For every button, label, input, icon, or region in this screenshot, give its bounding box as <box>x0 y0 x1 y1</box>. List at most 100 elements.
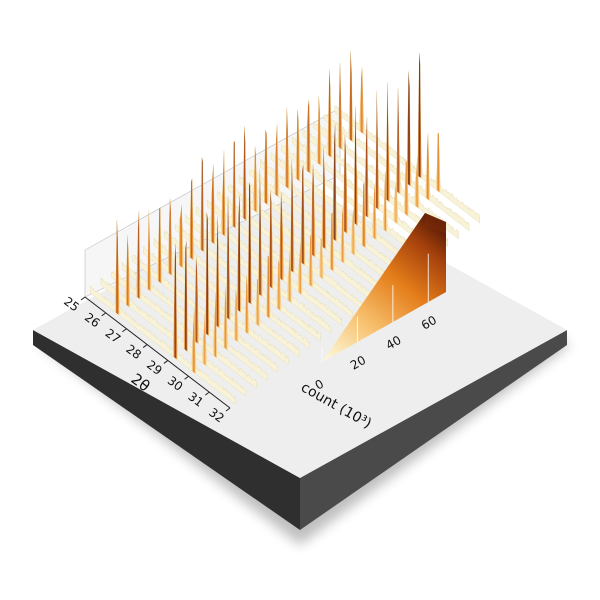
peak-spike <box>323 146 325 249</box>
peak-spike <box>245 141 246 221</box>
peak-spike <box>210 195 212 242</box>
peak-spike <box>297 109 299 181</box>
peak-spike <box>184 248 186 350</box>
peak-spike <box>396 191 398 225</box>
platform-side-left <box>33 330 300 530</box>
peak-spike <box>267 255 269 318</box>
series-ridge <box>175 157 321 342</box>
peak-spike <box>292 191 294 273</box>
peak-spike <box>181 205 183 268</box>
peak-spike <box>174 258 175 358</box>
peak-spike <box>311 237 312 287</box>
peak-spike <box>377 141 379 210</box>
peak-spike <box>197 297 199 344</box>
platform-side-right <box>300 330 567 530</box>
peak-spike <box>193 308 195 373</box>
peak-spike <box>250 186 251 304</box>
peak-spike <box>179 219 180 266</box>
peak-spike <box>312 163 313 256</box>
peak-spike <box>416 156 418 208</box>
peak-spike <box>258 295 260 327</box>
peak-spike <box>179 214 181 267</box>
peak-spike <box>246 275 248 334</box>
peak-spike <box>298 265 299 293</box>
peak-spike <box>310 234 312 286</box>
peak-spike <box>223 150 224 236</box>
peak-spike <box>330 87 331 158</box>
peak-spike <box>234 141 236 228</box>
peak-spike <box>344 135 345 232</box>
peak-spike <box>232 196 233 227</box>
peak-spike <box>331 212 333 271</box>
peak-spike <box>203 224 205 253</box>
peak-spike <box>306 124 308 171</box>
peak-spike <box>158 208 160 282</box>
peak-spike <box>126 235 128 306</box>
peak-spike <box>287 131 289 189</box>
peak-spike <box>219 294 220 329</box>
peak-spike <box>171 248 173 276</box>
series-ridge <box>111 211 257 389</box>
peak-spike <box>180 205 182 267</box>
peak-spike <box>357 177 358 226</box>
peak-spike <box>396 183 397 224</box>
peak-spike <box>415 170 417 207</box>
series-ridge <box>90 219 236 405</box>
peak-spike <box>291 158 293 272</box>
peak-spike <box>333 249 334 272</box>
series-ridge <box>100 235 247 397</box>
peak-spike <box>247 263 249 303</box>
peak-spike <box>206 212 208 335</box>
peak-spike <box>259 169 260 295</box>
peak-spike <box>264 161 265 203</box>
peak-spike <box>190 181 192 259</box>
series-ridge <box>281 99 427 263</box>
peak-spike <box>224 286 226 349</box>
peak-spike <box>367 117 368 218</box>
peak-spike <box>168 225 170 274</box>
peak-spike <box>291 158 292 272</box>
peak-spike <box>240 278 242 313</box>
peak-spike <box>296 109 298 180</box>
peak-spike <box>335 196 337 242</box>
peak-spike <box>213 319 215 357</box>
peak-spike <box>286 107 287 188</box>
peak-spike <box>425 177 427 199</box>
peak-spike <box>333 144 335 240</box>
peak-spike <box>361 67 363 133</box>
peak-spike <box>187 304 188 352</box>
peak-spike <box>191 178 193 259</box>
peak-spike <box>331 123 332 158</box>
peak-spike <box>245 275 247 333</box>
peak-spike <box>160 207 161 284</box>
peak-spike <box>233 141 235 228</box>
peak-spike <box>410 155 412 187</box>
peak-spike <box>406 162 408 216</box>
peak-spike <box>246 189 247 221</box>
peak-spike <box>174 243 176 359</box>
peak-spike <box>258 243 260 295</box>
peak-spike <box>374 184 376 240</box>
peak-spike <box>387 82 389 201</box>
peak-spike <box>362 184 364 246</box>
peak-spike <box>285 140 287 187</box>
peak-spike <box>405 160 406 215</box>
peak-spike <box>318 95 320 165</box>
peak-spike <box>321 239 323 279</box>
peak-spike <box>185 240 187 351</box>
peak-spike <box>295 152 297 179</box>
peak-spike <box>195 346 196 374</box>
peak-spike <box>147 258 148 290</box>
peak-spike <box>353 166 355 224</box>
peak-spike <box>116 219 117 314</box>
peak-spike <box>233 142 234 227</box>
peak-spike <box>194 308 195 374</box>
peak-spike <box>414 178 416 206</box>
peak-spike <box>419 52 421 178</box>
peak-spike <box>338 102 340 148</box>
peak-spike <box>314 222 316 258</box>
peak-spike <box>213 331 214 356</box>
x-axis-line <box>84 296 231 409</box>
peak-spike <box>343 243 345 264</box>
peak-spike <box>279 229 281 279</box>
